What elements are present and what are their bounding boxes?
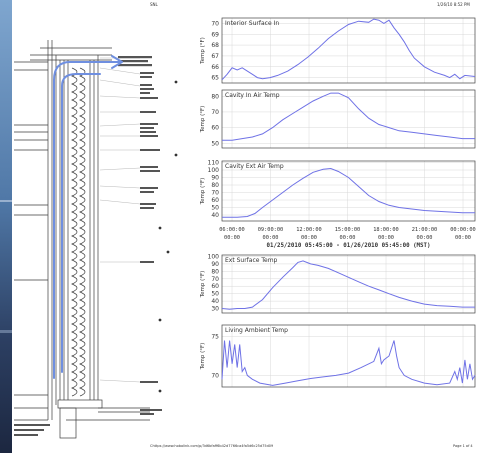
y-tick-label: 70 <box>211 276 219 283</box>
chart-title: Cavity Ext Air Temp <box>225 163 284 170</box>
y-tick-label: 70 <box>211 109 219 116</box>
y-tick-label: 60 <box>211 283 219 290</box>
header-timestamp: 1/26/10 8:52 PM <box>437 2 470 7</box>
y-axis-label: Temp (°F) <box>200 37 206 65</box>
chart-frame <box>221 324 476 388</box>
chart-frame <box>221 89 476 149</box>
x-tick-label: 00:00 <box>263 235 279 241</box>
y-tick-label: 70 <box>211 190 219 197</box>
x-tick-label: 00:00 <box>417 235 433 241</box>
chart-title: Ext Surface Temp <box>225 257 278 264</box>
footer-url: Chttps://www.hobolink.com/p/3d6bfaff6b42… <box>150 444 274 448</box>
y-tick-label: 80 <box>211 268 219 275</box>
x-tick-label: 21:00:00 <box>412 227 438 233</box>
y-tick-label: 100 <box>208 167 220 174</box>
y-axis-label: Temp (°F) <box>200 106 206 134</box>
x-tick-label: 00:00 <box>301 235 317 241</box>
chart-title: Cavity In Air Temp <box>225 92 280 99</box>
y-tick-label: 66 <box>211 64 219 71</box>
footer-page-number: Page 1 of 4 <box>453 444 473 448</box>
x-tick-label: 09:00:00 <box>258 227 284 233</box>
wall-section-drawing <box>14 40 178 439</box>
x-tick-label: 06:00:00 <box>219 227 245 233</box>
y-tick-label: 50 <box>211 205 219 212</box>
x-tick-label: 00:00 <box>455 235 471 241</box>
photo-strip <box>0 0 12 453</box>
series-line <box>222 167 475 218</box>
y-axis-label: Temp (°F) <box>200 343 206 371</box>
y-tick-label: 68 <box>211 42 219 49</box>
y-axis-label: Temp (°F) <box>200 178 206 206</box>
header-title: SNL <box>150 2 158 7</box>
x-tick-label: 15:00:00 <box>335 227 361 233</box>
chart-title: Living Ambient Temp <box>225 327 288 334</box>
y-axis-label: Temp (°F) <box>200 271 206 299</box>
y-tick-label: 69 <box>211 31 219 38</box>
y-tick-label: 100 <box>208 253 220 260</box>
y-tick-label: 50 <box>211 291 219 298</box>
y-tick-label: 90 <box>211 261 219 268</box>
y-tick-label: 60 <box>211 197 219 204</box>
y-tick-label: 67 <box>211 53 219 60</box>
y-tick-label: 65 <box>211 75 219 82</box>
series-line <box>221 340 476 386</box>
chart-frame <box>221 17 476 84</box>
x-tick-label: 00:00:00 <box>450 227 476 233</box>
y-tick-label: 90 <box>211 175 219 182</box>
y-tick-label: 40 <box>211 212 219 219</box>
x-tick-label: 18:00:00 <box>373 227 399 233</box>
series-line <box>222 92 475 141</box>
x-tick-label: 12:00:00 <box>296 227 322 233</box>
y-tick-label: 80 <box>211 182 219 189</box>
chart-frame <box>221 160 476 222</box>
y-tick-label: 30 <box>211 306 219 313</box>
chart-frame <box>221 254 476 314</box>
series-line <box>221 18 476 81</box>
y-tick-label: 80 <box>211 93 219 100</box>
y-tick-label: 50 <box>211 140 219 147</box>
chart-title: Interior Surface In <box>225 20 279 27</box>
y-tick-label: 60 <box>211 125 219 132</box>
x-tick-label: 00:00 <box>224 235 240 241</box>
y-tick-label: 110 <box>208 160 220 167</box>
y-tick-label: 75 <box>211 334 219 341</box>
date-range-label: 01/25/2010 05:45:00 - 01/26/2010 05:45:0… <box>266 243 430 249</box>
series-line <box>221 260 475 310</box>
y-tick-label: 70 <box>211 372 219 379</box>
x-tick-label: 00:00 <box>340 235 356 241</box>
x-tick-label: 00:00 <box>378 235 394 241</box>
y-tick-label: 40 <box>211 298 219 305</box>
y-tick-label: 70 <box>211 20 219 27</box>
